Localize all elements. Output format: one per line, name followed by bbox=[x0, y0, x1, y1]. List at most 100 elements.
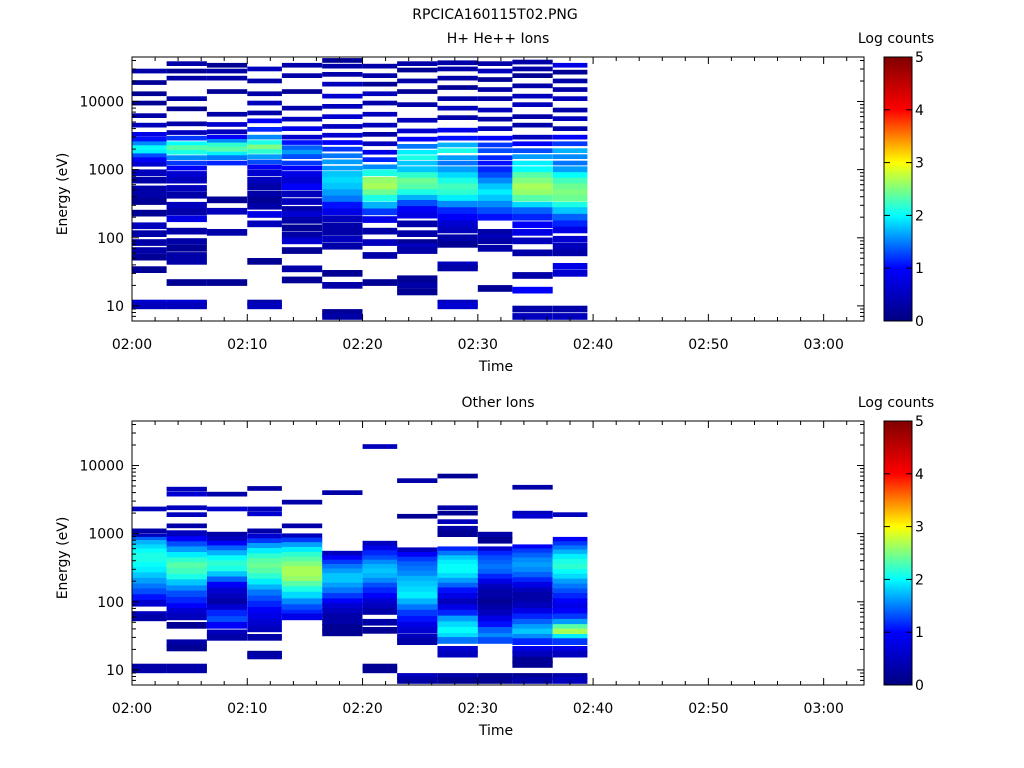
colorbar-label: Log counts bbox=[858, 395, 934, 411]
heatmap-cell bbox=[132, 122, 167, 128]
heatmap-cell bbox=[132, 614, 167, 622]
heatmap-cell bbox=[206, 565, 248, 573]
heatmap-cell bbox=[166, 603, 207, 610]
heatmap-cell bbox=[512, 201, 553, 209]
heatmap-cell bbox=[512, 194, 553, 202]
heatmap-cell bbox=[166, 252, 207, 259]
heatmap-cell bbox=[132, 169, 167, 177]
heatmap-cell bbox=[322, 309, 363, 316]
heatmap-cell bbox=[362, 564, 398, 571]
heatmap-cell bbox=[322, 568, 363, 576]
heatmap-cell bbox=[132, 136, 167, 142]
heatmap-cell bbox=[397, 117, 438, 123]
heatmap-cell bbox=[247, 625, 282, 633]
heatmap-cell bbox=[437, 302, 478, 310]
heatmap-cell bbox=[512, 183, 553, 191]
heatmap-cell bbox=[552, 134, 588, 140]
heatmap-cell bbox=[397, 673, 438, 680]
colorbar-tick-label: 4 bbox=[915, 103, 924, 119]
x-tick-label: 03:00 bbox=[804, 701, 844, 717]
heatmap-cell bbox=[166, 279, 207, 286]
heatmap-cell bbox=[322, 573, 363, 580]
x-tick-label: 02:10 bbox=[227, 337, 267, 353]
heatmap-cell bbox=[206, 540, 248, 548]
heatmap-cell bbox=[512, 513, 553, 519]
heatmap-cell bbox=[166, 227, 207, 235]
heatmap-cell bbox=[132, 528, 167, 534]
heatmap-cell bbox=[362, 216, 398, 223]
heatmap-cell bbox=[247, 486, 282, 491]
heatmap-cell bbox=[552, 201, 588, 209]
heatmap-cell bbox=[206, 634, 248, 641]
figure-title: RPCICA160115T02.PNG bbox=[412, 7, 577, 23]
heatmap-cell bbox=[166, 579, 207, 587]
heatmap-cell bbox=[166, 61, 207, 66]
heatmap-cell bbox=[166, 530, 207, 537]
heatmap-cell bbox=[552, 569, 588, 576]
heatmap-cell bbox=[437, 241, 478, 248]
colorbar-tick-label: 1 bbox=[915, 625, 924, 641]
heatmap-cell bbox=[132, 80, 167, 85]
heatmap-cell bbox=[512, 166, 553, 173]
heatmap-cell bbox=[132, 552, 167, 560]
heatmap-cell bbox=[166, 567, 207, 575]
heatmap-cell bbox=[397, 275, 438, 283]
heatmap-cell bbox=[322, 564, 363, 571]
heatmap-cell bbox=[281, 224, 323, 232]
heatmap-cell bbox=[322, 282, 363, 289]
heatmap-cell bbox=[512, 602, 553, 609]
heatmap-cell bbox=[552, 213, 588, 221]
heatmap-cell bbox=[322, 146, 363, 152]
heatmap-cell bbox=[132, 583, 167, 591]
heatmap-cell bbox=[512, 59, 553, 65]
heatmap-cell bbox=[397, 677, 438, 684]
heatmap-cell bbox=[206, 571, 248, 578]
plot-frame bbox=[131, 420, 865, 686]
heatmap-cell bbox=[281, 176, 323, 184]
heatmap-cell bbox=[397, 177, 438, 185]
heatmap-cell bbox=[552, 613, 588, 621]
heatmap-cell bbox=[132, 157, 167, 162]
heatmap-cell bbox=[166, 573, 207, 581]
heatmap-cell bbox=[552, 624, 588, 631]
heatmap-cell bbox=[477, 96, 513, 101]
heatmap-cell bbox=[132, 572, 167, 580]
heatmap-cell bbox=[166, 505, 207, 511]
heatmap-cell bbox=[132, 599, 167, 607]
panel-title: H+ He++ Ions bbox=[447, 31, 550, 47]
heatmap-cell bbox=[477, 637, 513, 644]
heatmap-cell bbox=[206, 196, 248, 204]
heatmap-cell bbox=[206, 62, 248, 68]
heatmap-cell bbox=[166, 160, 207, 166]
heatmap-cell bbox=[322, 608, 363, 615]
heatmap-cell bbox=[437, 160, 478, 166]
heatmap-cell bbox=[166, 557, 207, 565]
heatmap-cell bbox=[512, 148, 553, 153]
heatmap-cell bbox=[322, 93, 363, 99]
heatmap-cell bbox=[281, 546, 323, 554]
heatmap-cell bbox=[512, 172, 553, 179]
heatmap-cell bbox=[132, 506, 167, 512]
heatmap-cell bbox=[397, 160, 438, 166]
heatmap-cell bbox=[552, 638, 588, 645]
heatmap-cell bbox=[206, 75, 248, 81]
heatmap-cell bbox=[247, 578, 282, 586]
heatmap-cell bbox=[281, 105, 323, 111]
heatmap-cell bbox=[281, 198, 323, 205]
heatmap-cell bbox=[512, 66, 553, 72]
heatmap-cell bbox=[437, 189, 478, 196]
heatmap-cell bbox=[512, 237, 553, 245]
y-tick-label: 100 bbox=[97, 231, 124, 247]
heatmap-cell bbox=[437, 550, 478, 558]
heatmap-cell bbox=[166, 523, 207, 529]
heatmap-cell bbox=[512, 207, 553, 214]
x-axis-label: Time bbox=[478, 359, 513, 375]
heatmap-cell bbox=[247, 618, 282, 626]
heatmap-cell bbox=[437, 593, 478, 600]
heatmap-cell bbox=[362, 587, 398, 595]
heatmap-cell bbox=[206, 604, 248, 611]
heatmap-cell bbox=[247, 634, 282, 641]
heatmap-cell bbox=[397, 172, 438, 179]
heatmap-cell bbox=[362, 149, 398, 155]
